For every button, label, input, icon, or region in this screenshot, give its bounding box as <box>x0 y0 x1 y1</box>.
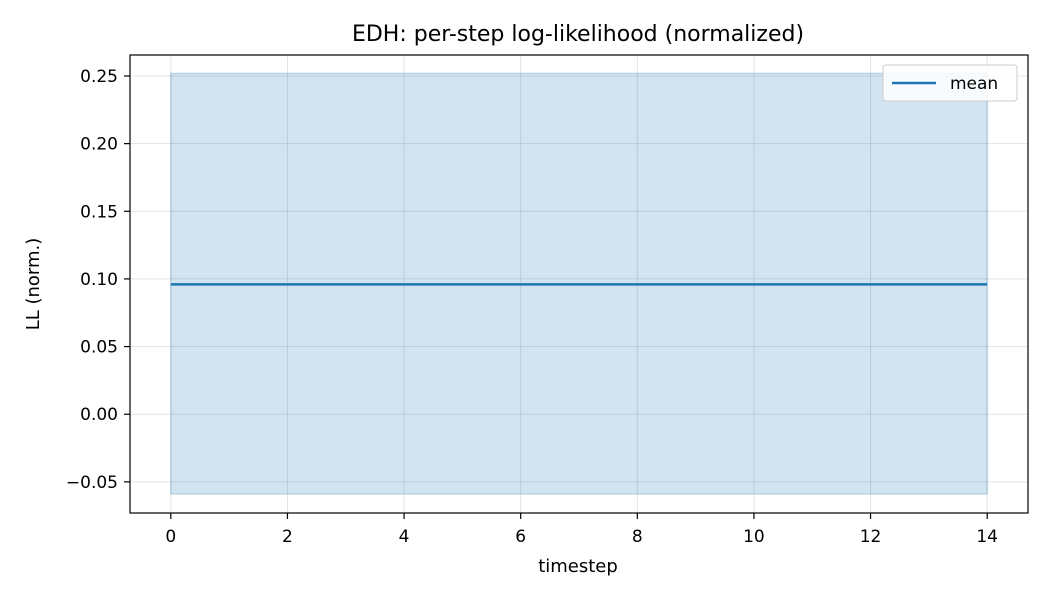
grid <box>130 55 1028 513</box>
plot-frame <box>129 54 1029 514</box>
y-tick-label: 0.15 <box>80 202 118 222</box>
y-tick-label: −0.05 <box>66 473 118 493</box>
y-axis: −0.05 0.00 0.05 0.10 0.15 0.20 0.25 <box>66 67 130 493</box>
x-tick-label: 2 <box>282 527 293 547</box>
legend: mean <box>882 64 1018 102</box>
x-tick-label: 6 <box>515 527 526 547</box>
x-tick-label: 10 <box>743 527 765 547</box>
y-axis-label: LL (norm.) <box>23 238 44 331</box>
y-tick-label: 0.05 <box>80 338 118 358</box>
legend-box <box>882 64 1018 102</box>
y-tick-label: 0.00 <box>80 405 118 425</box>
y-tick-label: 0.20 <box>80 135 118 155</box>
y-tick-label: 0.25 <box>80 67 118 87</box>
y-tick-label: 0.10 <box>80 270 118 290</box>
chart-title: EDH: per-step log-likelihood (normalized… <box>352 22 804 47</box>
x-axis-label: timestep <box>538 556 618 577</box>
x-tick-label: 12 <box>860 527 882 547</box>
x-axis: 0 2 4 6 8 10 12 14 <box>165 513 998 547</box>
x-tick-label: 8 <box>632 527 643 547</box>
x-tick-label: 4 <box>399 527 410 547</box>
x-tick-label: 14 <box>976 527 998 547</box>
x-tick-label: 0 <box>165 527 176 547</box>
legend-label-mean: mean <box>950 74 998 94</box>
